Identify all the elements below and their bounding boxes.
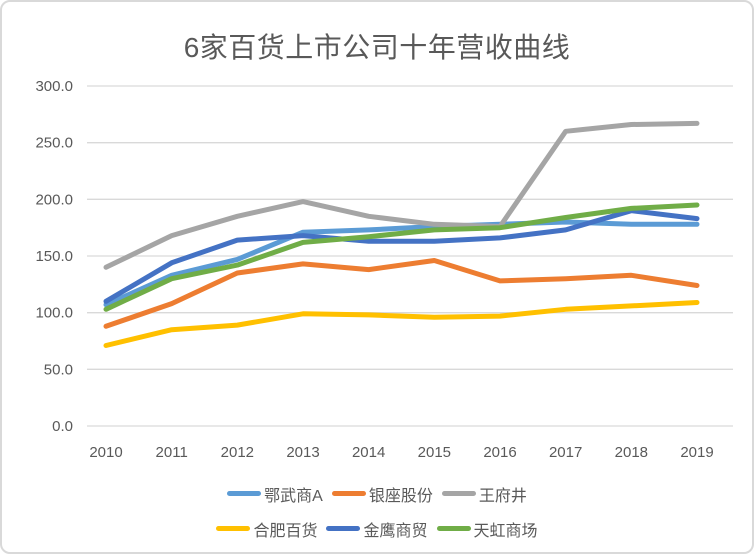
series-line-金鹰商贸	[103, 208, 700, 304]
legend-item: 金鹰商贸	[326, 517, 428, 541]
legend-label: 鄂武商A	[264, 487, 323, 505]
x-axis-tick-label: 2014	[352, 444, 385, 461]
legend-line-marker	[216, 526, 251, 531]
series-line-银座股份	[103, 258, 700, 329]
x-axis-tick-label: 2015	[418, 444, 451, 461]
x-axis-tick-label: 2019	[680, 444, 713, 461]
legend-line-marker	[331, 491, 366, 496]
legend-label: 合肥百货	[253, 522, 318, 540]
legend-label: 天虹商场	[473, 522, 538, 540]
chart-legend: 鄂武商A 银座股份 王府井合肥百货 金鹰商贸 天虹商场	[2, 476, 752, 546]
y-axis-tick-label: 300.0	[35, 78, 73, 95]
x-axis-tick-label: 2012	[221, 444, 254, 461]
legend-row: 合肥百货 金鹰商贸 天虹商场	[216, 511, 538, 546]
x-axis-tick-label: 2018	[615, 444, 648, 461]
y-axis-tick-label: 200.0	[35, 191, 73, 208]
legend-item: 银座股份	[331, 482, 433, 506]
series-line-天虹商场	[103, 202, 700, 312]
y-axis-tick-label: 0.0	[52, 418, 73, 435]
series-line-合肥百货	[103, 300, 700, 348]
legend-label: 王府井	[478, 487, 527, 505]
legend-item: 天虹商场	[436, 517, 538, 541]
legend-line-marker	[227, 491, 262, 496]
legend-label: 金鹰商贸	[363, 522, 428, 540]
chart-title: 6家百货上市公司十年营收曲线	[183, 32, 571, 63]
legend-line-marker	[441, 491, 476, 496]
x-axis-tick-label: 2011	[156, 444, 188, 461]
y-axis-tick-label: 250.0	[35, 135, 73, 152]
series-line-王府井	[103, 120, 700, 270]
x-axis-tick-label: 2010	[89, 444, 122, 461]
legend-item: 王府井	[441, 482, 527, 506]
x-axis-tick-label: 2016	[483, 444, 516, 461]
x-axis-tick-label: 2017	[549, 444, 582, 461]
legend-line-marker	[436, 526, 471, 531]
legend-line-marker	[326, 526, 361, 531]
series-line-鄂武商A	[103, 219, 700, 308]
legend-row: 鄂武商A 银座股份 王府井	[227, 476, 527, 511]
legend-label: 银座股份	[368, 487, 433, 505]
y-axis-tick-label: 100.0	[35, 305, 73, 322]
y-axis-tick-label: 150.0	[35, 248, 73, 265]
legend-item: 合肥百货	[216, 517, 317, 541]
legend-item: 鄂武商A	[227, 482, 323, 506]
y-axis-tick-label: 50.0	[44, 361, 73, 378]
x-axis-tick-label: 2013	[286, 444, 319, 461]
